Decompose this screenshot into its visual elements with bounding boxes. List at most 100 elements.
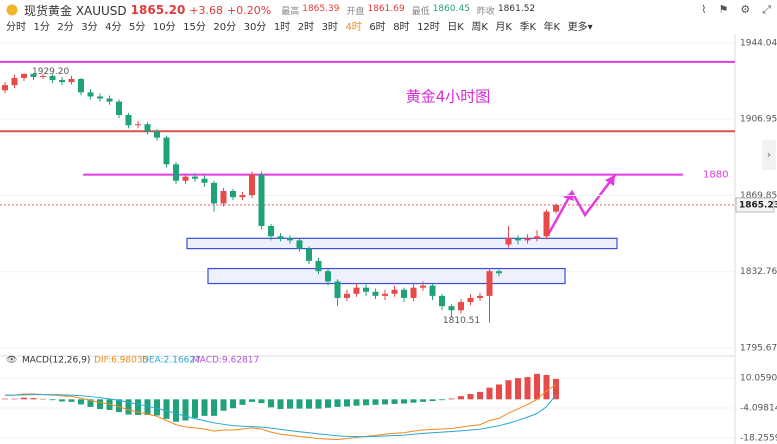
period-tab[interactable]: 1时 (273, 22, 291, 33)
candle-body (163, 137, 170, 165)
macd-bar (163, 399, 170, 419)
macd-bar (154, 399, 160, 416)
dea-line (5, 394, 557, 438)
dif-line (5, 384, 557, 441)
stat-value: 1860.45 (432, 3, 470, 14)
macd-bar (135, 399, 141, 415)
candle-body (534, 236, 540, 239)
macd-bar (515, 378, 521, 400)
chart-title: 黄金4小时图 (406, 88, 491, 106)
candle-body (49, 75, 56, 81)
indicator-label: DIF:6.98035 (94, 356, 148, 366)
price: 1865.20 (130, 3, 186, 17)
stats: 最高 1865.39 开盘 1861.69 最低 1860.45 昨收 1861.52 (281, 4, 539, 17)
macd-bar (249, 399, 255, 402)
macd-bar (182, 399, 189, 421)
candle-body (239, 195, 246, 198)
macd-bar (258, 399, 265, 404)
period-tab[interactable]: 2时 (297, 22, 315, 33)
macd-bar (315, 399, 322, 409)
macd-bar (439, 399, 445, 401)
tool-icon[interactable]: ⤢ (762, 3, 771, 16)
candle-body (220, 191, 227, 204)
candle-body (87, 92, 94, 97)
macd-bar (125, 399, 132, 415)
side-toggle[interactable] (762, 140, 776, 170)
period-tab[interactable]: 1分 (33, 22, 50, 33)
macd-bar (363, 399, 369, 406)
y-tick-label: -4.09814 (740, 403, 777, 413)
candle-body (135, 124, 141, 126)
macd-bar (372, 399, 379, 405)
period-tab[interactable]: 季K (519, 22, 537, 33)
side-toggle-icon[interactable]: › (767, 148, 771, 161)
macd-bar (325, 399, 331, 408)
candle-body (505, 238, 512, 245)
candle-body (363, 287, 369, 292)
stat-key: 开盘 (346, 6, 365, 17)
y-tick-label: 1906.95 (740, 115, 777, 125)
period-tab[interactable]: 更多▾ (567, 22, 593, 33)
candle-body (420, 285, 426, 288)
stat-key: 最高 (281, 6, 300, 17)
period-tab[interactable]: 3分 (81, 22, 98, 33)
period-tab[interactable]: 15分 (183, 22, 206, 33)
period-tab[interactable]: 4分 (105, 22, 122, 33)
macd-bar (40, 398, 46, 400)
candle-body (230, 191, 236, 198)
period-tab[interactable]: 12时 (417, 22, 440, 33)
macd-bar (420, 399, 426, 402)
period-tab[interactable]: 20分 (213, 22, 237, 33)
macd-bar (201, 399, 208, 416)
period-tab[interactable]: 4时 (345, 22, 362, 33)
tool-icon[interactable]: ⌇ (701, 3, 707, 16)
period-tab[interactable]: 年K (543, 22, 561, 33)
candle-body (524, 238, 531, 241)
candle-body (211, 182, 217, 204)
macd-bar (268, 399, 274, 408)
period-tab[interactable]: 10分 (152, 22, 176, 33)
candle-body (182, 176, 189, 181)
candle-body (477, 295, 483, 298)
macd-bar (344, 399, 350, 407)
macd-bar (429, 399, 436, 402)
macd-bar (334, 399, 341, 407)
candle-body (68, 78, 75, 83)
macd-bar (192, 399, 198, 418)
candle-body (30, 73, 37, 77)
high-label: 1929.20 (32, 67, 69, 77)
period-tab[interactable]: 30分 (243, 22, 267, 33)
period-tab[interactable]: 月K (495, 22, 512, 33)
period-tab[interactable]: 周K (471, 22, 488, 33)
period-tab[interactable]: 5分 (129, 22, 146, 33)
candle-body (154, 131, 160, 138)
period-tab[interactable]: 2分 (57, 22, 74, 33)
macd-bar (505, 380, 512, 400)
candle-body (59, 80, 65, 83)
period-tab[interactable]: 日K (447, 22, 464, 33)
candle-body (201, 178, 208, 183)
candle-body (401, 289, 407, 298)
candle-body (372, 291, 379, 296)
period-tab[interactable]: 3时 (321, 22, 338, 33)
period-tab[interactable]: 6时 (369, 22, 386, 33)
candle-body (106, 98, 113, 102)
macd-bar (2, 398, 8, 400)
eye-icon[interactable]: 👁 (6, 356, 17, 366)
candle-body (448, 306, 455, 311)
macd-bar (287, 399, 293, 409)
tool-icon[interactable]: ⚑ (718, 3, 729, 16)
level-label: 1880 (703, 170, 728, 181)
macd-bar (220, 399, 227, 411)
macd-bar (78, 399, 84, 405)
period-tab[interactable]: 分时 (6, 22, 26, 33)
macd-bar (391, 399, 398, 404)
tool-icon[interactable]: ⚙ (740, 3, 751, 16)
candle-body (553, 205, 559, 212)
macd-bar (296, 399, 303, 409)
candle-body (40, 75, 46, 77)
candle-body (277, 236, 284, 239)
period-tab[interactable]: 8时 (393, 22, 410, 33)
